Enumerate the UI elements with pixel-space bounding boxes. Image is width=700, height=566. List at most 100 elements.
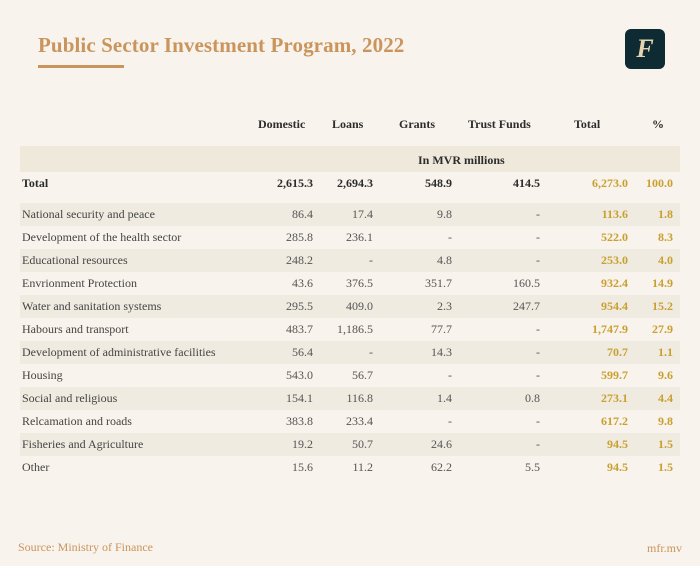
table-row: Development of administrative facilities… bbox=[20, 341, 680, 364]
cell-grants: - bbox=[448, 368, 452, 382]
column-header-percent: % bbox=[652, 117, 664, 131]
cell-grants: 2.3 bbox=[437, 299, 452, 313]
cell-grants: 548.9 bbox=[425, 176, 452, 190]
cell-total: 94.5 bbox=[607, 437, 628, 451]
cell-percent: 1.5 bbox=[658, 437, 673, 451]
cell-loans: 17.4 bbox=[352, 207, 373, 221]
cell-percent: 9.6 bbox=[658, 368, 673, 382]
cell-grants: 1.4 bbox=[437, 391, 452, 405]
row-label: Housing bbox=[22, 368, 63, 382]
source-note: Source: Ministry of Finance bbox=[18, 540, 153, 554]
cell-percent: 15.2 bbox=[652, 299, 673, 313]
cell-trust-funds: - bbox=[536, 437, 540, 451]
table-row: Water and sanitation systems 295.5 409.0 2.… bbox=[20, 295, 680, 318]
cell-percent: 4.4 bbox=[658, 391, 673, 405]
cell-grants: 9.8 bbox=[437, 207, 452, 221]
cell-domestic: 2,615.3 bbox=[277, 176, 313, 190]
table-row: Educational resources 248.2 - 4.8 - 253.0 4.0 bbox=[20, 249, 680, 272]
total-row: Total 2,615.3 2,694.3 548.9 414.5 6,273.0 100.… bbox=[20, 172, 680, 195]
cell-total: 932.4 bbox=[601, 276, 628, 290]
row-label: Educational resources bbox=[22, 253, 128, 267]
cell-loans: 236.1 bbox=[346, 230, 373, 244]
cell-total: 273.1 bbox=[601, 391, 628, 405]
table-row: Development of the health sector 285.8 236… bbox=[20, 226, 680, 249]
cell-percent: 100.0 bbox=[646, 176, 673, 190]
row-label: Fisheries and Agriculture bbox=[22, 437, 144, 451]
cell-trust-funds: - bbox=[536, 414, 540, 428]
column-header-domestic: Domestic bbox=[258, 117, 306, 131]
cell-loans: - bbox=[369, 253, 373, 267]
table-row: Housing 543.0 56.7 - - 599.7 9.6 bbox=[20, 364, 680, 387]
cell-total: 617.2 bbox=[601, 414, 628, 428]
row-label: Habours and transport bbox=[22, 322, 129, 336]
table-row: Fisheries and Agriculture 19.2 50.7 24.6 - 94… bbox=[20, 433, 680, 456]
cell-percent: 27.9 bbox=[652, 322, 673, 336]
cell-grants: - bbox=[448, 414, 452, 428]
row-label: Relcamation and roads bbox=[22, 414, 132, 428]
brand-logo: F bbox=[625, 29, 665, 69]
cell-domestic: 543.0 bbox=[286, 368, 313, 382]
cell-loans: 11.2 bbox=[352, 460, 373, 474]
column-header-grants: Grants bbox=[399, 117, 435, 131]
cell-loans: 1,186.5 bbox=[337, 322, 373, 336]
cell-percent: 1.8 bbox=[658, 207, 673, 221]
cell-trust-funds: 0.8 bbox=[525, 391, 540, 405]
cell-domestic: 15.6 bbox=[292, 460, 313, 474]
row-label: Development of administrative facilities bbox=[22, 345, 216, 359]
units-band bbox=[20, 146, 680, 172]
column-header-loans: Loans bbox=[332, 117, 364, 131]
cell-loans: 376.5 bbox=[346, 276, 373, 290]
cell-percent: 1.5 bbox=[658, 460, 673, 474]
cell-grants: 24.6 bbox=[431, 437, 452, 451]
cell-grants: 351.7 bbox=[425, 276, 452, 290]
cell-grants: - bbox=[448, 230, 452, 244]
cell-percent: 8.3 bbox=[658, 230, 673, 244]
table-row: Habours and transport 483.7 1,186.5 77.7 - 1,… bbox=[20, 318, 680, 341]
cell-trust-funds: - bbox=[536, 322, 540, 336]
cell-total: 253.0 bbox=[601, 253, 628, 267]
cell-loans: 56.7 bbox=[352, 368, 373, 382]
cell-grants: 77.7 bbox=[431, 322, 452, 336]
cell-grants: 4.8 bbox=[437, 253, 452, 267]
site-url: mfr.mv bbox=[647, 541, 682, 555]
cell-loans: 233.4 bbox=[346, 414, 373, 428]
cell-percent: 1.1 bbox=[658, 345, 673, 359]
title-underline bbox=[38, 65, 124, 68]
table-row: National security and peace 86.4 17.4 9.8 - 1… bbox=[20, 203, 680, 226]
cell-loans: - bbox=[369, 345, 373, 359]
cell-trust-funds: - bbox=[536, 207, 540, 221]
units-label: In MVR millions bbox=[418, 153, 505, 167]
row-label: National security and peace bbox=[22, 207, 155, 221]
cell-total: 1,747.9 bbox=[592, 322, 628, 336]
cell-domestic: 295.5 bbox=[286, 299, 313, 313]
cell-percent: 4.0 bbox=[658, 253, 673, 267]
cell-trust-funds: - bbox=[536, 368, 540, 382]
cell-domestic: 285.8 bbox=[286, 230, 313, 244]
cell-loans: 409.0 bbox=[346, 299, 373, 313]
column-header-total: Total bbox=[574, 117, 601, 131]
table-row: Envrionment Protection 43.6 376.5 351.7 160.… bbox=[20, 272, 680, 295]
cell-total: 94.5 bbox=[607, 460, 628, 474]
table-row: Social and religious 154.1 116.8 1.4 0.8 273.… bbox=[20, 387, 680, 410]
cell-total: 113.6 bbox=[601, 207, 628, 221]
cell-total: 70.7 bbox=[607, 345, 628, 359]
cell-percent: 9.8 bbox=[658, 414, 673, 428]
cell-trust-funds: - bbox=[536, 230, 540, 244]
cell-loans: 116.8 bbox=[346, 391, 373, 405]
cell-trust-funds: 247.7 bbox=[513, 299, 540, 313]
cell-trust-funds: - bbox=[536, 253, 540, 267]
row-label: Development of the health sector bbox=[22, 230, 182, 244]
cell-total: 522.0 bbox=[601, 230, 628, 244]
cell-trust-funds: - bbox=[536, 345, 540, 359]
page-title: Public Sector Investment Program, 2022 bbox=[38, 33, 405, 57]
cell-domestic: 383.8 bbox=[286, 414, 313, 428]
cell-trust-funds: 160.5 bbox=[513, 276, 540, 290]
table-row: Relcamation and roads 383.8 233.4 - - 617.2 9.… bbox=[20, 410, 680, 433]
cell-trust-funds: 5.5 bbox=[525, 460, 540, 474]
row-label: Social and religious bbox=[22, 391, 118, 405]
cell-domestic: 154.1 bbox=[286, 391, 313, 405]
table-row: Other 15.6 11.2 62.2 5.5 94.5 1.5 bbox=[20, 456, 680, 479]
cell-domestic: 483.7 bbox=[286, 322, 313, 336]
logo-letter: F bbox=[636, 34, 654, 63]
cell-grants: 14.3 bbox=[431, 345, 452, 359]
